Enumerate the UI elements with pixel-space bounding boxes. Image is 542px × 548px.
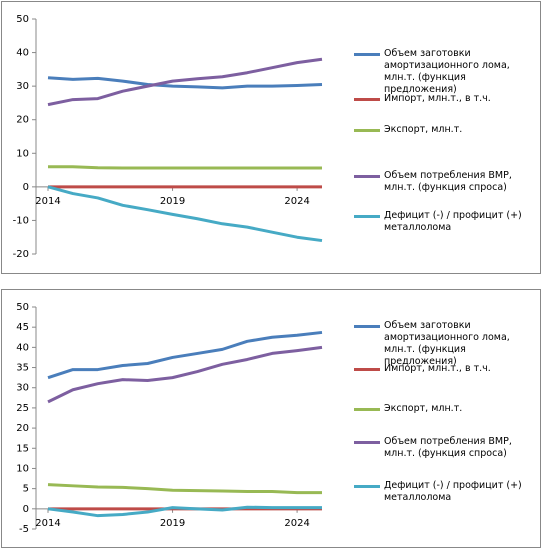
y-tick-label: 0: [23, 182, 29, 193]
legend-item: Объем потребления ВМР, млн.т. (функция с…: [354, 436, 534, 460]
chart: -5 0 5 10 15 20 25 30 35 40 45 50 2014 2019 2024: [16, 302, 323, 535]
series-line: [47, 505, 322, 518]
legend-swatch: [354, 53, 380, 56]
legend-label: Импорт, млн.т., в т.ч.: [384, 363, 491, 374]
chart-panel: -5 0 5 10 15 20 25 30 35 40 45 50 2014 2019 2024 Объем …: [1, 289, 541, 548]
series-line: [47, 483, 322, 495]
x-tick-label: 2024: [284, 196, 309, 207]
series-line: [47, 330, 323, 380]
x-tick-label: 2014: [35, 196, 60, 207]
series-line: [47, 76, 323, 90]
y-tick-label: 45: [16, 322, 29, 333]
series-line: [48, 165, 322, 170]
y-tick-label: 50: [16, 302, 29, 313]
legend-swatch: [354, 325, 380, 328]
y-tick-label: 15: [16, 443, 29, 454]
legend-label: Объем потребления ВМР, млн.т. (функция с…: [384, 436, 512, 459]
y-tick-label: 30: [16, 383, 29, 394]
x-tick-label: 2019: [160, 518, 185, 529]
x-tick-label: 2024: [284, 518, 309, 529]
chart: -20 -10 0 10 20 30 40 50 2014 2019 2024: [13, 14, 323, 260]
legend-label: Экспорт, млн.т.: [384, 124, 463, 135]
legend-label: Дефицит (-) / профицит (+) металлолома: [384, 210, 522, 233]
legend-swatch: [354, 368, 380, 371]
legend-label: Экспорт, млн.т.: [384, 403, 463, 414]
legend-swatch: [354, 129, 380, 132]
legend-item: Объем потребления ВМР, млн.т. (функция с…: [354, 170, 534, 194]
legend-item: Импорт, млн.т., в т.ч.: [354, 93, 534, 105]
y-tick-label: 20: [16, 115, 29, 126]
legend-label: Объем заготовки амортизационного лома, м…: [384, 48, 510, 95]
legend-label: Импорт, млн.т., в т.ч.: [384, 93, 491, 104]
y-tick-label: 40: [16, 48, 29, 59]
y-tick-label: 20: [16, 423, 29, 434]
legend-item: Объем заготовки амортизационного лома, м…: [354, 48, 534, 96]
legend-label: Объем заготовки амортизационного лома, м…: [384, 320, 510, 367]
series-line: [47, 185, 323, 243]
series-line: [47, 57, 323, 107]
y-tick-label: 25: [16, 403, 29, 414]
chart-panel: -20 -10 0 10 20 30 40 50 2014 2019 2024 Объем загот…: [1, 1, 541, 274]
legend-item: Экспорт, млн.т.: [354, 124, 534, 136]
legend-item: Импорт, млн.т., в т.ч.: [354, 363, 534, 375]
y-tick-label: 5: [23, 484, 29, 495]
legend-swatch: [354, 441, 380, 444]
series-line: [47, 345, 323, 404]
x-tick-label: 2019: [160, 196, 185, 207]
legend-swatch: [354, 408, 380, 411]
y-tick-label: 30: [16, 81, 29, 92]
legend-label: Дефицит (-) / профицит (+) металлолома: [384, 480, 522, 503]
legend-item: Дефицит (-) / профицит (+) металлолома: [354, 210, 534, 234]
y-tick-label: -20: [13, 249, 29, 260]
y-tick-label: 35: [16, 363, 29, 374]
y-tick-label: 0: [23, 504, 29, 515]
y-tick-label: -5: [19, 524, 29, 535]
legend-swatch: [354, 175, 380, 178]
legend-item: Объем заготовки амортизационного лома, м…: [354, 320, 534, 368]
y-tick-label: 50: [16, 14, 29, 25]
legend-swatch: [354, 215, 380, 218]
y-tick-label: 10: [16, 148, 29, 159]
legend-item: Дефицит (-) / профицит (+) металлолома: [354, 480, 534, 504]
legend-swatch: [354, 485, 380, 488]
y-tick-label: -10: [13, 215, 29, 226]
legend-item: Экспорт, млн.т.: [354, 403, 534, 415]
legend-swatch: [354, 98, 380, 101]
y-tick-label: 10: [16, 463, 29, 474]
y-tick-label: 40: [16, 342, 29, 353]
x-tick-label: 2014: [35, 518, 60, 529]
legend-label: Объем потребления ВМР, млн.т. (функция с…: [384, 170, 512, 193]
